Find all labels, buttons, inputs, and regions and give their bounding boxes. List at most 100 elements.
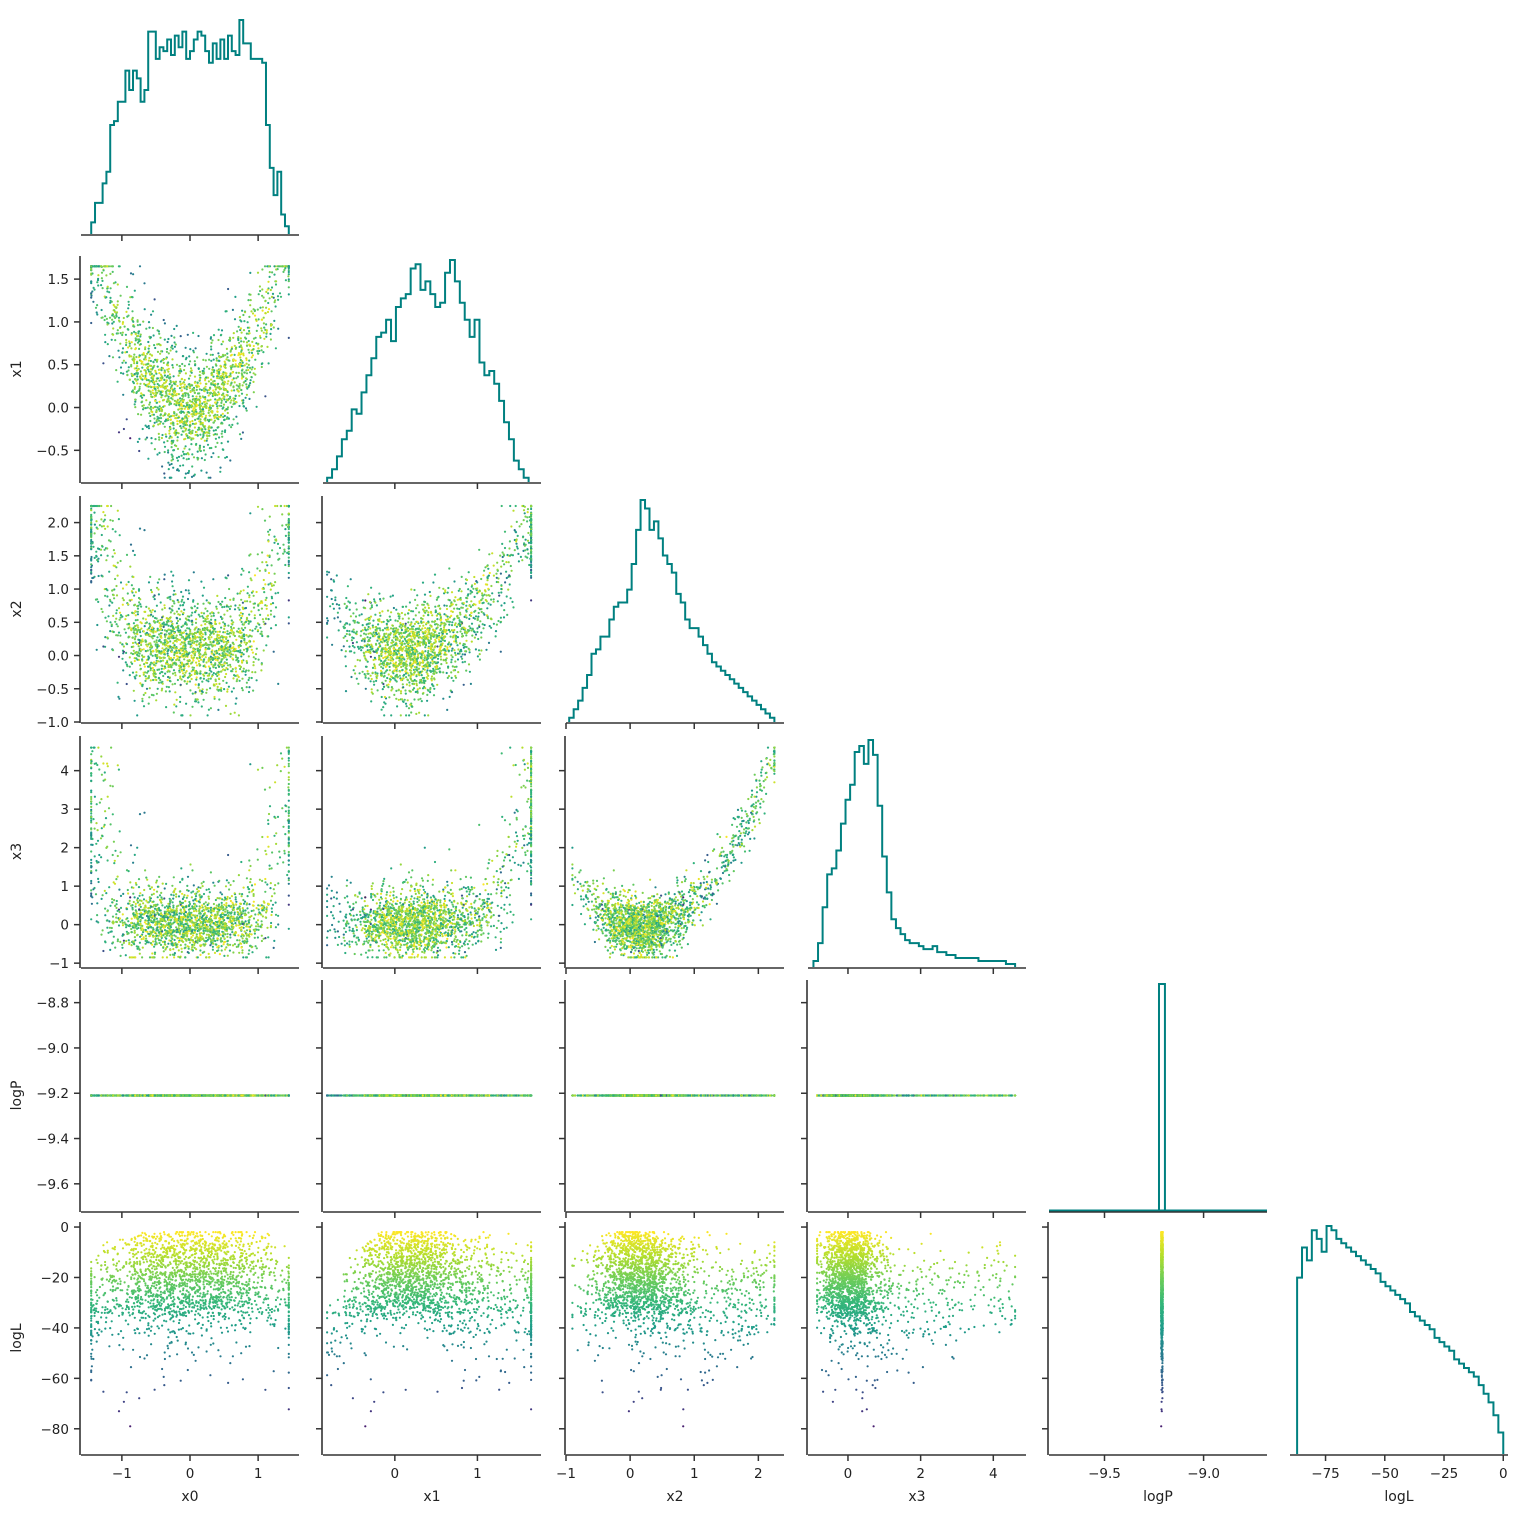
scatter-point xyxy=(137,645,140,648)
scatter-point xyxy=(167,461,170,464)
scatter-point xyxy=(168,617,171,621)
scatter-point xyxy=(178,371,181,374)
scatter-point xyxy=(90,321,93,325)
scatter-point xyxy=(195,640,198,643)
scatter-point xyxy=(136,610,139,613)
scatter-point xyxy=(230,622,233,625)
scatter-point xyxy=(411,644,414,647)
scatter-point xyxy=(407,621,410,624)
scatter-point xyxy=(211,624,214,628)
scatter-point xyxy=(495,623,498,626)
scatter-point xyxy=(223,395,226,398)
scatter-point xyxy=(112,549,115,552)
scatter-point xyxy=(216,376,219,380)
scatter-point xyxy=(113,305,116,308)
scatter-point xyxy=(98,524,101,527)
scatter-point xyxy=(209,687,212,690)
scatter-point xyxy=(182,453,186,456)
scatter-point xyxy=(207,409,211,412)
scatter-point xyxy=(136,651,139,654)
scatter-point xyxy=(277,298,280,301)
scatter-point xyxy=(210,348,213,351)
scatter-point xyxy=(241,614,244,618)
scatter-point xyxy=(152,631,155,634)
scatter-point xyxy=(131,380,135,383)
scatter-point xyxy=(137,330,141,333)
scatter-point xyxy=(239,611,242,615)
scatter-point xyxy=(164,433,167,436)
scatter-point xyxy=(127,636,130,639)
scatter-point xyxy=(197,686,200,689)
scatter-point xyxy=(102,520,105,523)
scatter-point xyxy=(100,504,103,508)
scatter-point xyxy=(198,446,201,449)
scatter-point xyxy=(445,607,449,611)
scatter-point xyxy=(196,606,199,610)
scatter-point xyxy=(193,399,197,402)
scatter-point xyxy=(108,355,111,358)
scatter-point xyxy=(274,624,277,627)
scatter-point xyxy=(104,594,107,597)
scatter-point xyxy=(191,639,194,642)
scatter-point xyxy=(523,505,527,508)
scatter-point xyxy=(241,637,244,640)
scatter-point xyxy=(443,622,446,625)
scatter-point xyxy=(170,397,173,400)
scatter-point xyxy=(133,594,136,597)
scatter-point xyxy=(133,289,136,292)
scatter-point xyxy=(240,653,243,656)
scatter-point xyxy=(101,279,104,282)
scatter-point xyxy=(125,663,128,666)
scatter-point xyxy=(265,331,268,334)
scatter-point xyxy=(345,596,348,600)
scatter-point xyxy=(173,651,176,654)
scatter-point xyxy=(251,312,255,315)
scatter-point xyxy=(403,698,406,701)
scatter-point xyxy=(202,372,205,375)
scatter-point xyxy=(171,605,174,608)
scatter-point xyxy=(111,322,114,325)
scatter-point xyxy=(173,387,176,390)
scatter-point xyxy=(214,437,217,440)
scatter-point xyxy=(211,339,214,342)
scatter-point xyxy=(202,358,205,361)
scatter-point xyxy=(222,355,225,358)
scatter-point xyxy=(176,599,179,602)
scatter-point xyxy=(248,594,251,597)
scatter-point xyxy=(115,314,118,317)
scatter-point xyxy=(186,654,189,658)
scatter-point xyxy=(163,338,166,341)
scatter-point xyxy=(450,654,453,657)
scatter-point xyxy=(202,612,206,615)
scatter-point xyxy=(200,624,203,627)
scatter-point xyxy=(135,369,138,372)
scatter-point xyxy=(224,648,227,651)
scatter-point xyxy=(197,613,200,616)
scatter-point xyxy=(246,592,249,595)
scatter-point xyxy=(257,318,260,321)
scatter-point xyxy=(174,343,177,346)
scatter-point xyxy=(236,630,239,633)
scatter-point xyxy=(152,334,155,337)
scatter-point xyxy=(209,661,213,664)
scatter-point xyxy=(126,374,129,377)
scatter-point xyxy=(209,353,212,356)
scatter-point xyxy=(242,628,245,632)
scatter-point xyxy=(216,594,219,598)
scatter-point xyxy=(419,697,422,700)
scatter-point xyxy=(180,433,183,436)
scatter-point xyxy=(112,594,115,597)
scatter-point xyxy=(242,623,245,626)
scatter-point xyxy=(230,670,233,673)
scatter-point xyxy=(238,592,241,595)
scatter-point xyxy=(508,547,511,550)
scatter-point xyxy=(240,640,243,643)
scatter-point xyxy=(218,359,221,362)
scatter-point xyxy=(415,645,419,648)
scatter-point xyxy=(156,453,159,456)
scatter-point xyxy=(492,564,495,567)
scatter-point xyxy=(104,315,107,318)
scatter-point xyxy=(137,588,141,591)
scatter-point xyxy=(245,409,248,412)
scatter-point xyxy=(118,697,121,700)
